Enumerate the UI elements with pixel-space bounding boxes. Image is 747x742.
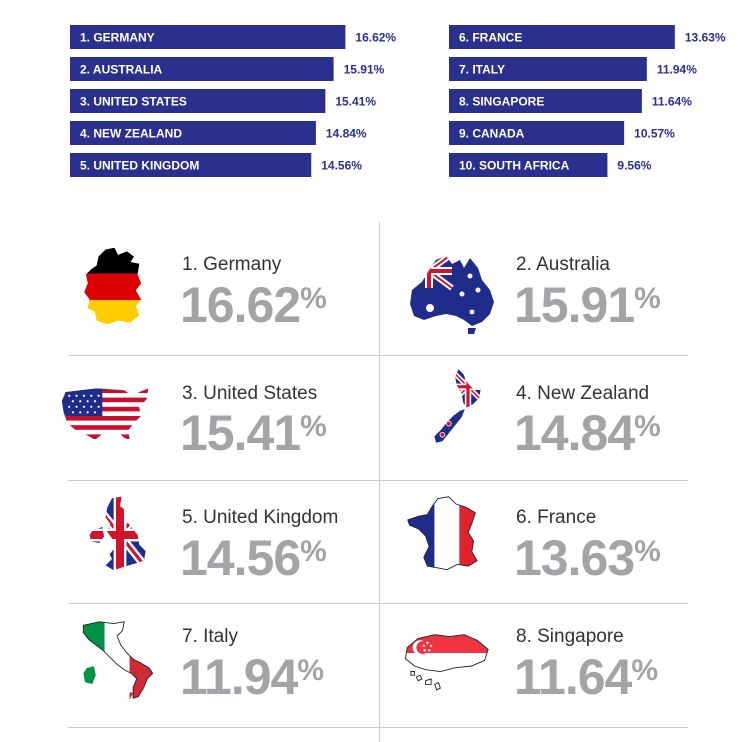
country-card-italy: 7. Italy 11.94%	[68, 604, 378, 729]
card-title: 1. Germany	[182, 254, 282, 275]
germany-flag-map-icon	[84, 247, 142, 325]
bar-value-label: 9.56%	[617, 159, 651, 173]
country-card-singapore: 8. Singapore 11.64%	[380, 604, 690, 729]
bar	[449, 57, 647, 81]
card-value: 14.56%	[180, 530, 327, 586]
bar-value-label: 14.84%	[326, 127, 367, 141]
bar-category-label: 6. FRANCE	[459, 31, 522, 45]
card-value: 15.41%	[180, 405, 327, 461]
bar-value-label: 13.63%	[685, 31, 726, 45]
uk-flag-map-icon	[89, 496, 146, 571]
bar-category-label: 4. NEW ZEALAND	[80, 127, 182, 141]
country-card-united-states: 3. United States 15.41%	[61, 356, 378, 481]
bar	[70, 57, 334, 81]
row-divider	[68, 355, 688, 356]
bar	[70, 89, 326, 113]
bar-category-label: 2. AUSTRALIA	[80, 63, 163, 77]
card-value: 13.63%	[514, 530, 661, 586]
card-title: 3. United States	[182, 383, 318, 404]
bar-category-label: 9. CANADA	[459, 127, 525, 141]
country-card-united-kingdom: 5. United Kingdom 14.56%	[68, 481, 378, 606]
bar	[449, 121, 625, 145]
bar-value-label: 14.56%	[321, 159, 362, 173]
row-divider	[68, 603, 688, 604]
row-divider	[68, 727, 688, 728]
card-title: 7. Italy	[182, 626, 238, 647]
singapore-flag-map-icon	[404, 634, 489, 691]
card-value: 11.94%	[180, 649, 325, 705]
bar-category-label: 3. UNITED STATES	[80, 95, 187, 109]
bar-value-label: 15.91%	[344, 63, 385, 77]
italy-flag-map-icon	[82, 621, 154, 700]
bar-category-label: 10. SOUTH AFRICA	[459, 159, 570, 173]
bar	[70, 153, 312, 177]
bar	[449, 25, 675, 49]
bar	[70, 25, 346, 49]
card-value: 11.64%	[514, 649, 659, 705]
country-card-australia: 2. Australia 15.91%	[380, 222, 690, 347]
bar	[449, 89, 642, 113]
card-title: 8. Singapore	[516, 626, 624, 647]
bar-value-label: 15.41%	[335, 95, 376, 109]
bar-category-label: 1. GERMANY	[80, 31, 155, 45]
column-divider	[379, 222, 380, 742]
card-title: 4. New Zealand	[516, 383, 650, 404]
bar-value-label: 10.57%	[634, 127, 675, 141]
bar-value-label: 16.62%	[355, 31, 396, 45]
new-zealand-flag-map-icon	[434, 369, 481, 443]
country-card-germany: 1. Germany 16.62%	[68, 222, 378, 347]
row-divider	[68, 480, 688, 481]
usa-flag-map-icon	[61, 388, 149, 440]
bar	[449, 153, 608, 177]
bar-category-label: 7. ITALY	[459, 63, 505, 77]
card-value: 14.84%	[514, 405, 661, 461]
country-card-new-zealand: 4. New Zealand 14.84%	[380, 356, 690, 481]
card-title: 2. Australia	[516, 254, 610, 275]
bar-value-label: 11.94%	[657, 63, 697, 77]
bar-value-label: 11.64%	[652, 95, 692, 109]
country-cards-grid: 1. Germany 16.62% 2. Australia	[61, 222, 690, 742]
bar-category-label: 8. SINGAPORE	[459, 95, 544, 109]
card-title: 5. United Kingdom	[182, 507, 339, 528]
france-flag-map-icon	[407, 496, 478, 571]
top-ten-bar-chart: 1. GERMANY 16.62% 2. AUSTRALIA 15.91% 3. UNI…	[70, 25, 726, 177]
bar-category-label: 5. UNITED KINGDOM	[80, 159, 199, 173]
bar	[70, 121, 316, 145]
card-value: 16.62%	[180, 277, 327, 333]
country-card-france: 6. France 13.63%	[380, 481, 690, 606]
card-title: 6. France	[516, 507, 597, 528]
card-value: 15.91%	[514, 277, 661, 333]
australia-flag-map-icon	[410, 256, 494, 334]
